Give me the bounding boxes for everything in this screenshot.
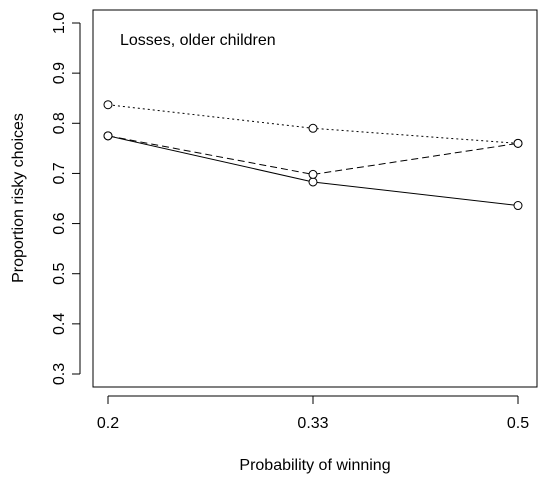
data-point bbox=[308, 169, 318, 179]
data-point bbox=[103, 131, 113, 141]
x-tick-label: 0.33 bbox=[297, 415, 328, 432]
plot-frame bbox=[92, 9, 538, 388]
x-axis-title: Probability of winning bbox=[239, 457, 390, 474]
data-point bbox=[513, 138, 523, 148]
y-tick-label: 1.0 bbox=[51, 12, 68, 34]
data-point bbox=[308, 123, 318, 133]
x-tick-label: 0.5 bbox=[507, 415, 529, 432]
y-axis-title: Proportion risky choices bbox=[10, 113, 27, 283]
y-tick-label: 0.3 bbox=[51, 363, 68, 385]
data-point bbox=[103, 100, 113, 110]
y-tick-label: 0.7 bbox=[51, 162, 68, 184]
y-tick-label: 0.5 bbox=[51, 262, 68, 284]
y-tick-label: 0.6 bbox=[51, 212, 68, 234]
data-point bbox=[513, 201, 523, 211]
y-axis: 0.3 0.4 0.5 0.6 0.7 0.8 0.9 1.0 bbox=[51, 12, 81, 385]
chart-annotation: Losses, older children bbox=[120, 32, 276, 49]
data-point bbox=[308, 177, 318, 187]
series-line-dashed bbox=[107, 135, 519, 175]
y-tick-label: 0.8 bbox=[51, 112, 68, 134]
y-tick-label: 0.9 bbox=[51, 62, 68, 84]
x-tick-label: 0.2 bbox=[97, 415, 119, 432]
series-layer bbox=[103, 100, 523, 211]
y-tick-label: 0.4 bbox=[51, 313, 68, 335]
x-axis: 0.2 0.33 0.5 bbox=[97, 395, 529, 432]
